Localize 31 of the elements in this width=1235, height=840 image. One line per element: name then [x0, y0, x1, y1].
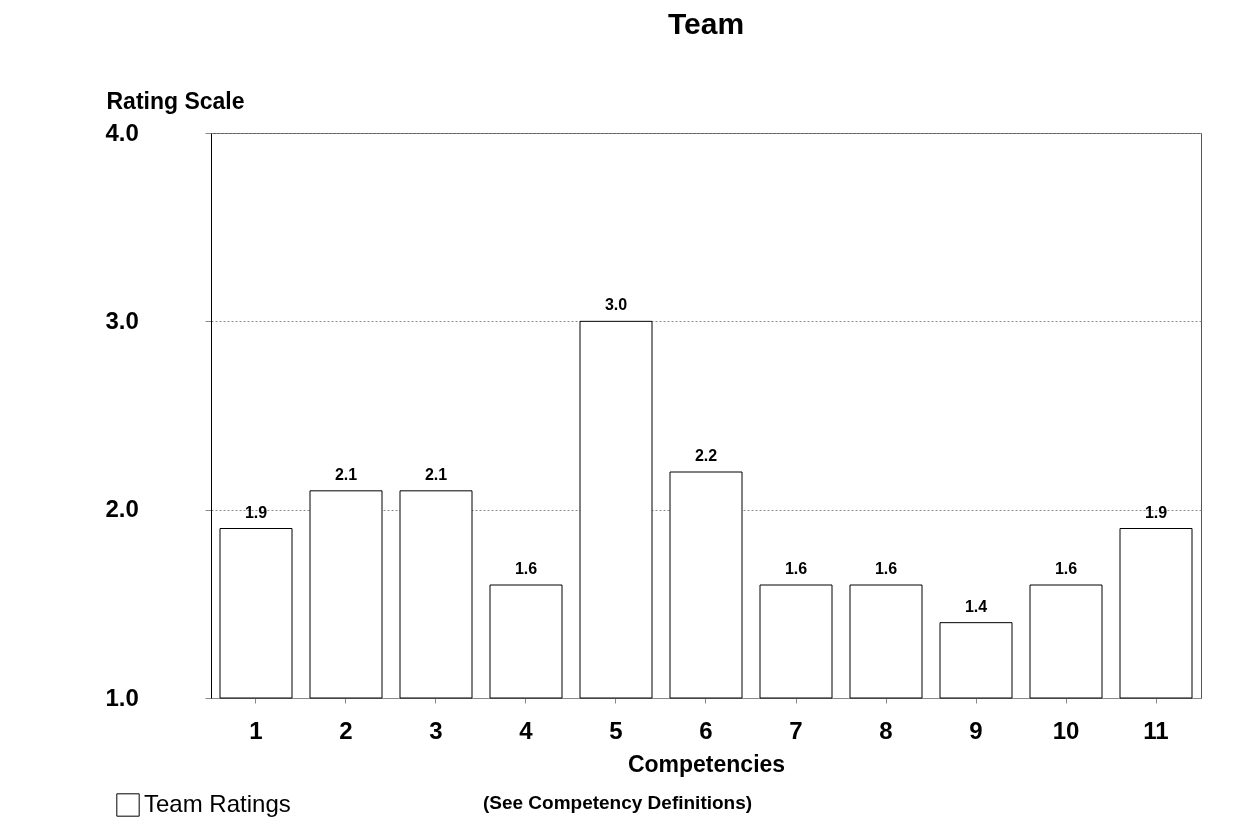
text: 1.6 [1054, 560, 1078, 577]
text: 1.4 [964, 597, 988, 615]
y-tick-label: 3.0 [105, 306, 139, 334]
chart-title: Team [667, 7, 745, 40]
x-tick-label: 11 [1143, 716, 1169, 744]
x-tick-label: 2 [339, 716, 353, 744]
text: (See Competency Definitions) [482, 792, 753, 813]
x-tick-label: 5 [609, 716, 623, 744]
x-tick-label: 6 [699, 716, 713, 744]
x-tick-label: 3 [429, 716, 443, 744]
x-tick-label: 1 [249, 716, 263, 744]
x-tick-label: 4 [519, 716, 534, 744]
legend-label: Team Ratings [144, 790, 291, 817]
x-tick-label: 10 [1052, 716, 1080, 744]
text: 2.1 [424, 465, 448, 483]
text: 1.6 [514, 560, 538, 577]
x-tick-label: 7 [789, 716, 803, 744]
x-tick-label: 9 [969, 716, 983, 744]
text: 1.6 [874, 560, 898, 577]
x-axis-title: Competencies [627, 750, 786, 777]
text: 1.9 [244, 503, 268, 521]
x-tick-label: 8 [879, 716, 893, 744]
y-axis-title: Rating Scale [106, 87, 245, 114]
text: 2.1 [334, 465, 358, 483]
y-tick-label: 4.0 [105, 118, 139, 146]
text: 1.9 [1144, 503, 1168, 521]
y-tick-label: 2.0 [105, 495, 139, 523]
text: 1.6 [784, 560, 808, 577]
y-tick-label: 1.0 [105, 683, 139, 711]
text: 2.2 [694, 447, 718, 464]
text: 3.0 [604, 296, 628, 314]
